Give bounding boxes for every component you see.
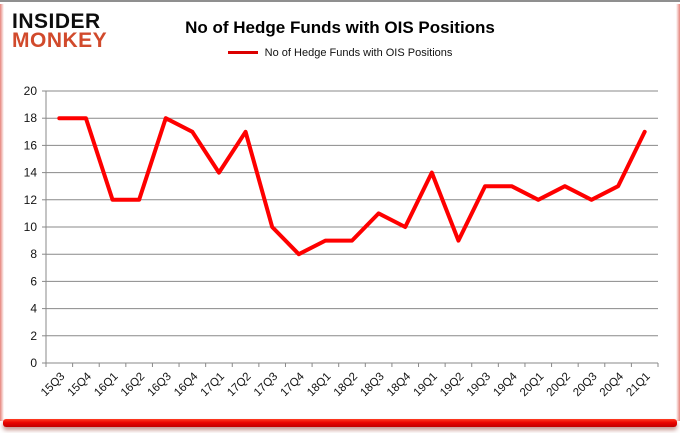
x-axis-label: 19Q4 [491, 370, 520, 399]
x-axis-label: 17Q3 [252, 371, 280, 399]
x-axis-label: 20Q4 [598, 370, 627, 399]
y-axis-label: 12 [24, 193, 38, 207]
y-axis-label: 8 [30, 247, 37, 261]
x-axis-label: 20Q1 [518, 371, 546, 399]
insider-monkey-logo: INSIDER MONKEY [12, 10, 108, 53]
right-edge-glow [676, 4, 680, 421]
x-axis-label: 18Q3 [358, 371, 386, 399]
x-axis-label: 16Q4 [172, 370, 201, 399]
x-axis-label: 19Q3 [465, 371, 493, 399]
x-axis-label: 19Q2 [438, 371, 466, 399]
y-axis-label: 20 [24, 84, 38, 98]
x-axis-label: 16Q2 [119, 371, 147, 399]
logo-text-insider: INSIDER [12, 10, 101, 33]
x-axis-label: 17Q4 [279, 370, 308, 399]
x-axis-label: 16Q1 [92, 371, 120, 399]
y-axis-label: 18 [24, 111, 38, 125]
x-axis-label: 19Q1 [412, 371, 440, 399]
legend-label: No of Hedge Funds with OIS Positions [264, 47, 453, 60]
y-axis-label: 4 [30, 302, 37, 316]
x-axis-label: 16Q3 [145, 371, 173, 399]
x-axis-label: 18Q1 [305, 371, 333, 399]
series-line [57, 116, 647, 257]
left-edge-glow [0, 4, 4, 421]
legend-line-swatch [227, 50, 258, 54]
chart-header: INSIDER MONKEY No of Hedge Funds with OI… [0, 2, 680, 59]
x-axis-label: 18Q2 [332, 371, 360, 399]
x-axis-label: 20Q3 [571, 371, 599, 399]
chart-title: No of Hedge Funds with OIS Positions [185, 18, 495, 37]
x-axis-label: 20Q2 [545, 371, 573, 399]
logo-text-monkey: MONKEY [12, 29, 108, 53]
y-axis-label: 6 [30, 274, 37, 288]
y-axis-label: 10 [24, 220, 38, 234]
x-axis-label: 17Q1 [199, 371, 227, 399]
x-axis-label: 18Q4 [385, 370, 414, 399]
x-axis-label: 21Q1 [624, 371, 652, 399]
y-axis-label: 16 [24, 138, 38, 152]
bottom-red-bar [3, 419, 677, 427]
legend: No of Hedge Funds with OIS Positions [0, 47, 680, 59]
y-axis-label: 0 [30, 356, 37, 370]
x-axis-label: 15Q3 [39, 371, 67, 399]
y-axis-label: 14 [24, 166, 38, 180]
y-axis-label: 2 [30, 329, 37, 343]
x-axis-label: 17Q2 [225, 371, 253, 399]
x-axis-label: 15Q4 [66, 370, 95, 399]
